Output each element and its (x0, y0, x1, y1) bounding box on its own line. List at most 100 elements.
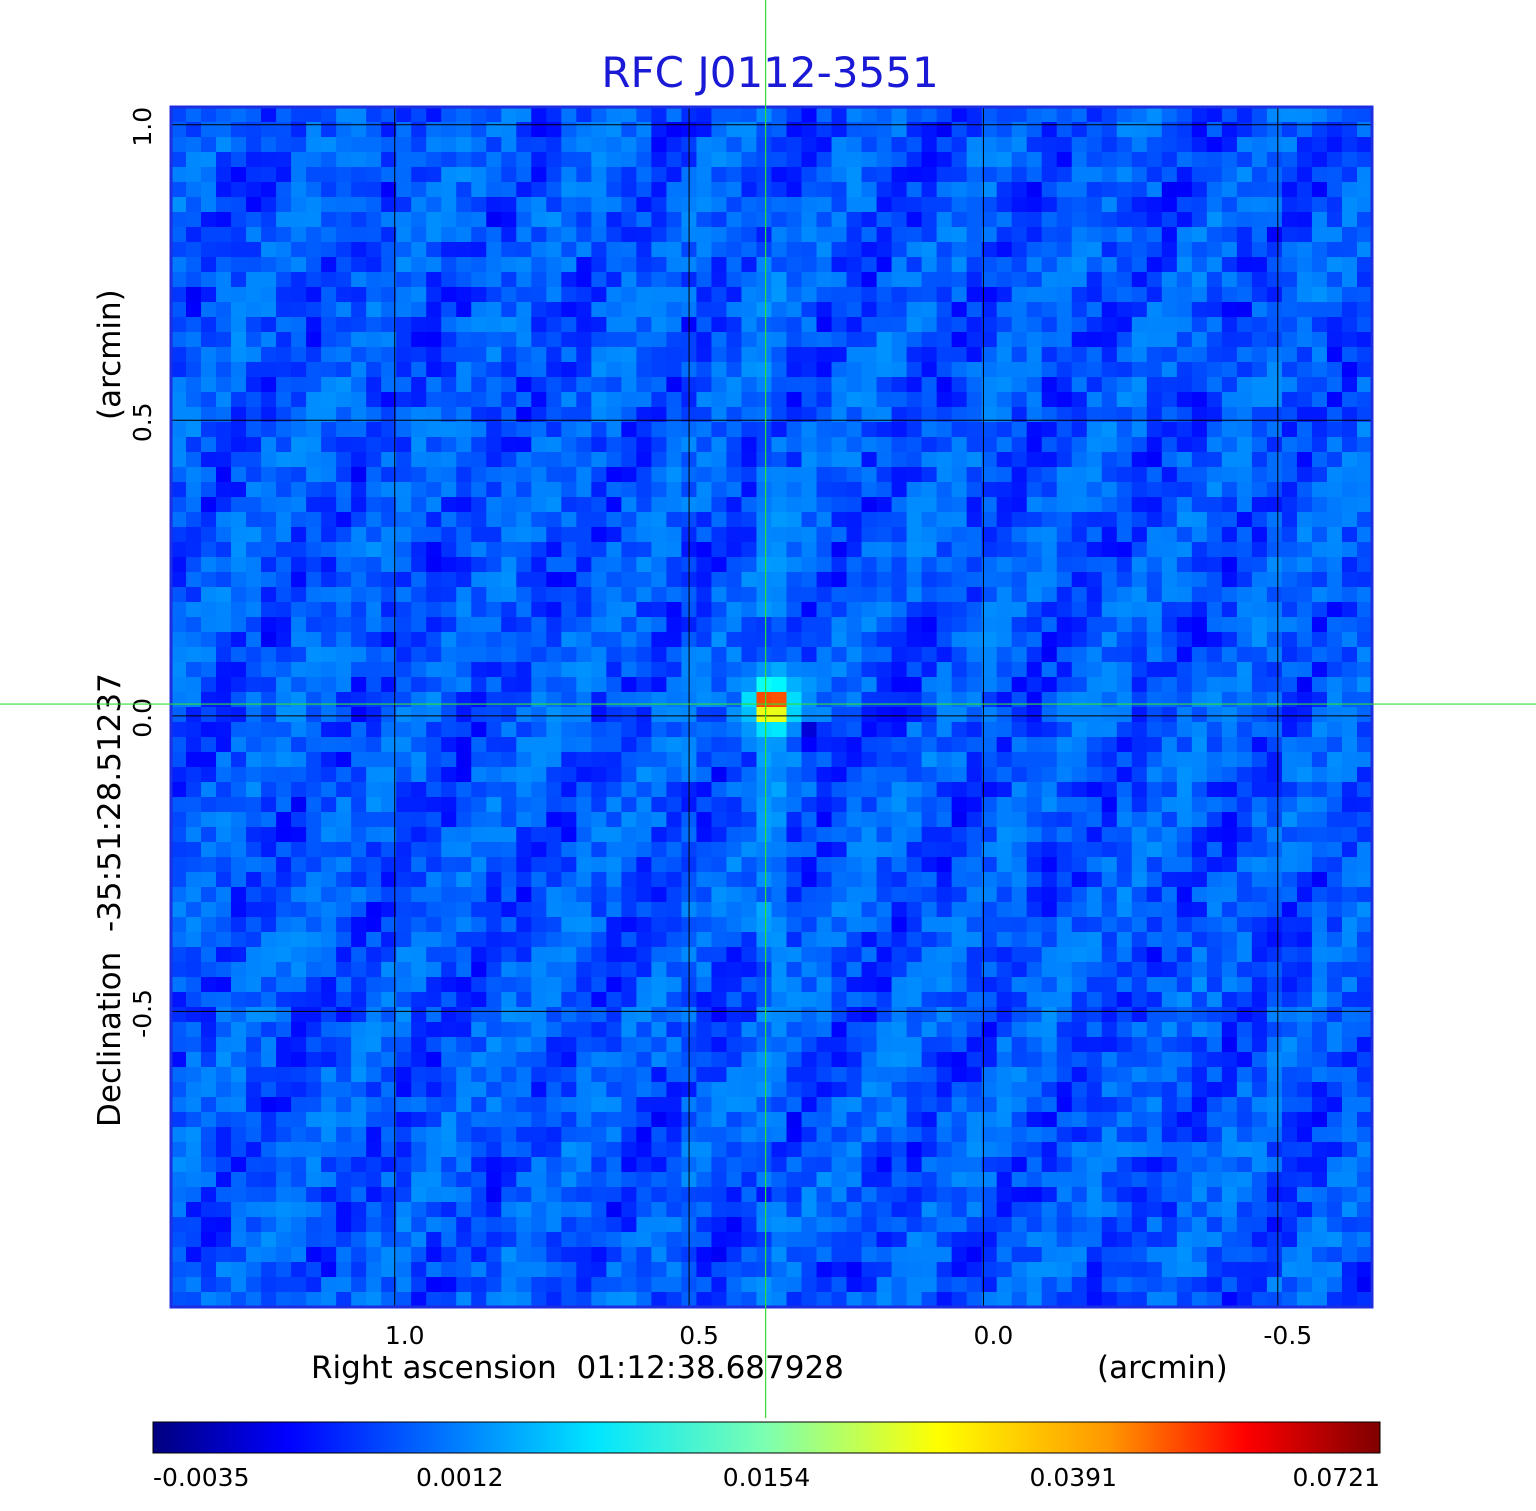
map-pixel (1236, 572, 1253, 588)
map-pixel (696, 962, 713, 978)
map-pixel (786, 797, 803, 813)
map-pixel (1341, 797, 1358, 813)
map-pixel (576, 182, 592, 198)
map-pixel (576, 677, 592, 693)
map-pixel (786, 512, 803, 528)
map-pixel (1356, 767, 1373, 783)
map-pixel (306, 647, 322, 663)
map-pixel (1146, 347, 1163, 363)
map-pixel (321, 917, 337, 933)
map-pixel (411, 422, 427, 438)
map-pixel (231, 857, 247, 873)
map-pixel (711, 212, 728, 228)
map-pixel (1236, 962, 1253, 978)
map-pixel (816, 107, 833, 123)
map-pixel (816, 977, 833, 993)
map-pixel (801, 107, 818, 123)
map-pixel (1026, 257, 1043, 273)
map-pixel (666, 602, 683, 618)
map-pixel (846, 812, 863, 828)
map-pixel (1221, 242, 1238, 258)
map-pixel (546, 122, 562, 138)
map-pixel (711, 137, 728, 153)
map-pixel (1041, 377, 1058, 393)
map-pixel (1176, 257, 1193, 273)
map-pixel (486, 632, 502, 648)
map-pixel (1236, 1007, 1253, 1023)
map-pixel (231, 572, 247, 588)
map-pixel (951, 467, 968, 483)
map-pixel (1146, 572, 1163, 588)
map-pixel (951, 632, 968, 648)
map-pixel (1071, 767, 1088, 783)
map-pixel (1206, 797, 1223, 813)
map-pixel (1101, 272, 1118, 288)
map-pixel (696, 932, 713, 948)
map-pixel (1191, 407, 1208, 423)
map-pixel (351, 197, 367, 213)
map-pixel (966, 677, 983, 693)
map-pixel (966, 212, 983, 228)
map-pixel (756, 152, 773, 168)
map-pixel (936, 377, 953, 393)
map-pixel (726, 482, 743, 498)
map-pixel (531, 212, 547, 228)
map-pixel (696, 632, 713, 648)
map-pixel (1191, 257, 1208, 273)
map-pixel (291, 677, 307, 693)
map-pixel (201, 377, 217, 393)
map-pixel (591, 197, 607, 213)
map-pixel (1296, 557, 1313, 573)
map-pixel (1101, 347, 1118, 363)
map-pixel (441, 362, 457, 378)
map-pixel (396, 887, 412, 903)
map-pixel (846, 512, 863, 528)
map-pixel (771, 677, 788, 693)
map-pixel (1326, 812, 1343, 828)
map-pixel (966, 407, 983, 423)
map-pixel (396, 767, 412, 783)
map-pixel (246, 887, 262, 903)
map-pixel (891, 962, 908, 978)
map-pixel (726, 632, 743, 648)
map-pixel (891, 887, 908, 903)
map-pixel (696, 857, 713, 873)
map-pixel (1116, 692, 1133, 708)
map-pixel (456, 1022, 472, 1038)
map-pixel (216, 992, 232, 1008)
map-pixel (1086, 452, 1103, 468)
map-pixel (216, 167, 232, 183)
map-pixel (1281, 392, 1298, 408)
map-pixel (921, 677, 938, 693)
map-pixel (1206, 467, 1223, 483)
map-pixel (471, 137, 487, 153)
map-pixel (471, 302, 487, 318)
map-pixel (471, 167, 487, 183)
map-pixel (771, 377, 788, 393)
map-pixel (651, 452, 668, 468)
map-pixel (1146, 677, 1163, 693)
map-pixel (1131, 497, 1148, 513)
map-pixel (1026, 662, 1043, 678)
map-pixel (231, 722, 247, 738)
map-pixel (621, 152, 637, 168)
map-pixel (531, 617, 547, 633)
map-pixel (396, 377, 412, 393)
map-pixel (171, 977, 187, 993)
map-pixel (996, 137, 1013, 153)
map-pixel (1191, 602, 1208, 618)
map-pixel (666, 812, 683, 828)
map-pixel (186, 542, 202, 558)
map-pixel (246, 1007, 262, 1023)
map-pixel (936, 212, 953, 228)
map-pixel (186, 152, 202, 168)
map-pixel (1161, 887, 1178, 903)
map-pixel (1131, 992, 1148, 1008)
map-pixel (996, 1007, 1013, 1023)
map-pixel (906, 992, 923, 1008)
map-pixel (186, 692, 202, 708)
map-pixel (396, 1037, 412, 1053)
map-pixel (441, 602, 457, 618)
map-pixel (1161, 377, 1178, 393)
map-pixel (1011, 227, 1028, 243)
